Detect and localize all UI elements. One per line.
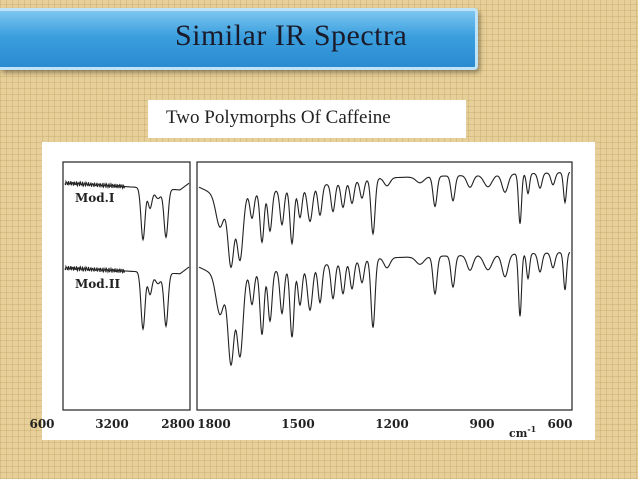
tick-label: 600	[29, 417, 54, 431]
spectrum-line	[64, 179, 190, 242]
slide-title: Similar IR Spectra	[175, 19, 408, 52]
unit-base: cm	[509, 427, 528, 440]
tick-label: 2800	[161, 417, 194, 431]
title-bar	[0, 8, 478, 70]
trace-label: Mod.II	[75, 277, 120, 291]
spectrum-line	[64, 264, 190, 332]
slide-subtitle: Two Polymorphs Of Caffeine	[166, 107, 391, 128]
tick-label: 1500	[281, 417, 314, 431]
spectrum-line	[198, 171, 571, 269]
left-panel	[62, 161, 191, 411]
tick-label: 1200	[375, 417, 408, 431]
unit-exp: -1	[527, 424, 536, 434]
tick-label: 1800	[197, 417, 230, 431]
spectra	[64, 171, 571, 367]
tick-label: 900	[469, 417, 494, 431]
spectrum-line	[198, 251, 571, 367]
subtitle-box: Two Polymorphs Of Caffeine	[148, 100, 466, 138]
tick-label: 3200	[95, 417, 128, 431]
unit-label: cm-1	[509, 424, 536, 440]
tick-label: 600	[547, 417, 572, 431]
trace-label: Mod.I	[75, 191, 115, 205]
right-panel	[196, 161, 573, 411]
